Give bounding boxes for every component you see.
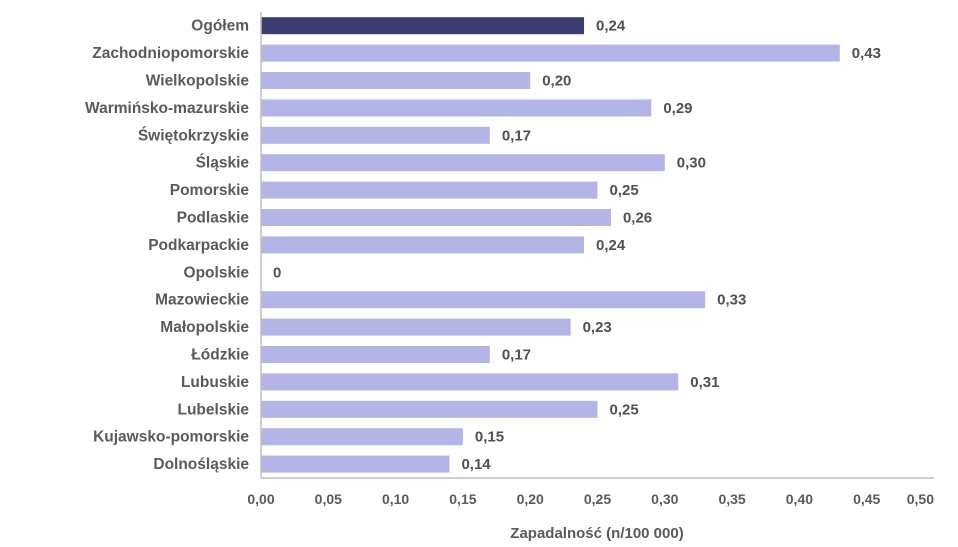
value-label: 0,15 xyxy=(475,429,504,446)
value-labels: 0,24 0,43 0,20 0,29 0,17 0,30 0,25 0,26 0,24 0 0,3… xyxy=(273,18,881,473)
value-label: 0,17 xyxy=(502,347,531,364)
x-tick-label: 0,25 xyxy=(584,491,611,507)
value-label: 0,29 xyxy=(663,100,692,117)
x-tick-label: 0,00 xyxy=(247,491,274,507)
category-label: Pomorskie xyxy=(170,182,250,199)
x-tick-label: 0,40 xyxy=(786,491,813,507)
value-label: 0 xyxy=(273,264,281,281)
value-label: 0,24 xyxy=(596,18,626,35)
bar-4 xyxy=(261,126,490,144)
category-label: Ogółem xyxy=(191,18,249,35)
category-label: Małopolskie xyxy=(160,319,249,336)
category-label: Wielkopolskie xyxy=(146,73,250,90)
x-tick-label: 0,50 xyxy=(907,491,934,507)
value-label: 0,33 xyxy=(717,292,746,309)
value-label: 0,17 xyxy=(502,127,531,144)
x-tick-labels: 0,00 0,05 0,10 0,15 0,20 0,25 0,30 0,35 0,40 0,45… xyxy=(247,491,934,507)
bars-group xyxy=(261,17,840,473)
category-label: Świętokrzyskie xyxy=(138,126,250,144)
value-label: 0,25 xyxy=(610,401,639,418)
bar-1 xyxy=(261,44,840,62)
bar-11 xyxy=(261,318,571,336)
value-label: 0,24 xyxy=(596,237,626,254)
x-tick-label: 0,10 xyxy=(382,491,409,507)
category-label: Podlaskie xyxy=(177,210,250,227)
category-label: Podkarpackie xyxy=(148,237,249,254)
bar-3 xyxy=(261,99,652,117)
category-label: Łódzkie xyxy=(191,347,249,364)
bar-16 xyxy=(261,455,450,473)
value-label: 0,14 xyxy=(461,456,491,473)
bar-7 xyxy=(261,209,611,226)
bar-6 xyxy=(261,181,598,199)
category-label: Dolnośląskie xyxy=(153,456,249,473)
x-tick-label: 0,20 xyxy=(517,491,544,507)
bar-12 xyxy=(261,346,490,363)
bar-13 xyxy=(261,373,679,391)
bar-0 xyxy=(261,17,585,35)
bar-10 xyxy=(261,291,706,309)
x-tick-label: 0,30 xyxy=(651,491,678,507)
category-label: Lubuskie xyxy=(181,374,249,391)
value-label: 0,30 xyxy=(677,155,706,172)
category-label: Zachodniopomorskie xyxy=(92,45,249,62)
x-tick-label: 0,05 xyxy=(315,491,342,507)
value-label: 0,31 xyxy=(690,374,719,391)
value-label: 0,43 xyxy=(852,45,881,62)
value-label: 0,26 xyxy=(623,210,652,227)
value-label: 0,20 xyxy=(542,73,571,90)
bar-14 xyxy=(261,400,598,418)
category-label: Mazowieckie xyxy=(155,292,249,309)
x-tick-label: 0,45 xyxy=(853,491,880,507)
x-tick-label: 0,15 xyxy=(449,491,476,507)
value-label: 0,25 xyxy=(610,182,639,199)
category-label: Warmińsko-mazurskie xyxy=(85,100,249,117)
category-label: Lubelskie xyxy=(178,401,250,418)
bar-8 xyxy=(261,236,585,254)
bar-15 xyxy=(261,428,463,446)
bar-5 xyxy=(261,154,665,172)
x-tick-label: 0,35 xyxy=(718,491,745,507)
category-label: Kujawsko-pomorskie xyxy=(93,429,249,446)
category-label: Opolskie xyxy=(184,264,250,281)
category-label: Śląskie xyxy=(196,154,250,172)
category-labels: Ogółem Zachodniopomorskie Wielkopolskie War… xyxy=(85,18,249,473)
value-label: 0,23 xyxy=(583,319,612,336)
x-axis-title: Zapadalność (n/100 000) xyxy=(510,525,683,542)
bar-2 xyxy=(261,72,531,89)
